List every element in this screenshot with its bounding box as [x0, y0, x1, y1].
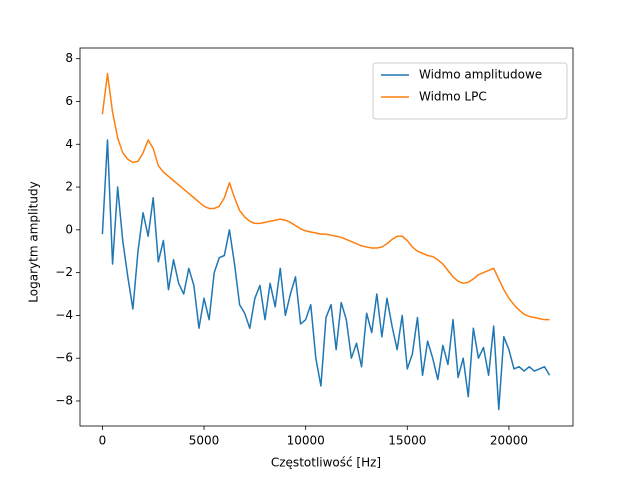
legend-label: Widmo LPC: [419, 90, 487, 104]
y-tick-label: −2: [55, 265, 73, 279]
x-tick-label: 20000: [490, 434, 528, 448]
y-tick-label: −4: [55, 308, 73, 322]
legend-box: [372, 62, 568, 120]
y-axis-label: Logarytm amplitudy: [27, 181, 41, 302]
y-tick-label: −8: [55, 393, 73, 407]
y-tick-label: 8: [65, 51, 73, 65]
legend-label: Widmo amplitudowe: [419, 68, 542, 82]
x-tick-label: 0: [99, 434, 107, 448]
x-tick-label: 15000: [388, 434, 426, 448]
y-tick-label: 0: [65, 222, 73, 236]
series-line: [101, 139, 551, 411]
y-tick-label: −6: [55, 351, 73, 365]
y-tick-label: 6: [65, 94, 73, 108]
y-tick-label: 4: [65, 137, 73, 151]
series-line: [101, 72, 550, 321]
x-tick-label: 10000: [287, 434, 325, 448]
x-axis-label: Częstotliwość [Hz]: [271, 456, 381, 470]
axes-frame: [79, 47, 574, 427]
y-tick-label: 2: [65, 180, 73, 194]
x-tick-label: 5000: [189, 434, 220, 448]
